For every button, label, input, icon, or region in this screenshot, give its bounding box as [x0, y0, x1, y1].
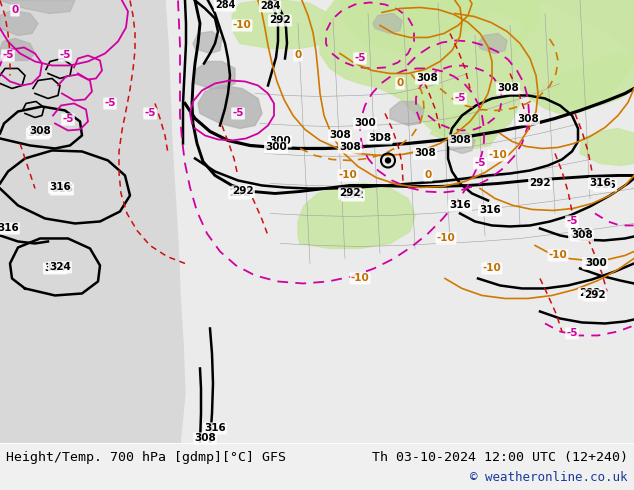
Text: 308: 308	[416, 74, 438, 83]
Text: 292: 292	[584, 291, 606, 300]
Text: -5: -5	[62, 115, 74, 124]
Text: 308: 308	[517, 115, 539, 124]
Text: 292: 292	[529, 178, 551, 189]
Text: 300: 300	[583, 258, 605, 269]
Text: 292: 292	[269, 16, 291, 25]
Text: -10: -10	[437, 233, 455, 244]
Text: 316: 316	[479, 205, 501, 216]
Text: 316: 316	[51, 184, 73, 195]
Text: 292: 292	[342, 191, 364, 200]
Circle shape	[385, 158, 391, 163]
Text: -5: -5	[145, 108, 156, 119]
Text: 316: 316	[204, 423, 226, 434]
Polygon shape	[320, 0, 540, 144]
Text: -10: -10	[482, 264, 501, 273]
Polygon shape	[340, 0, 460, 50]
Text: 300: 300	[269, 137, 291, 147]
Text: -5: -5	[454, 94, 466, 103]
Polygon shape	[390, 101, 424, 125]
Text: -5: -5	[3, 50, 14, 60]
Text: -5: -5	[566, 217, 578, 226]
Text: 308: 308	[194, 434, 216, 443]
Text: 0: 0	[11, 5, 18, 16]
Text: -5: -5	[474, 158, 486, 169]
Text: 324: 324	[49, 263, 71, 272]
Polygon shape	[232, 0, 335, 49]
Text: -10: -10	[339, 171, 358, 180]
Text: Height/Temp. 700 hPa [gdmp][°C] GFS: Height/Temp. 700 hPa [gdmp][°C] GFS	[6, 451, 286, 465]
Text: 308: 308	[339, 143, 361, 152]
Text: 300: 300	[585, 258, 607, 269]
Polygon shape	[198, 85, 262, 128]
Polygon shape	[0, 10, 38, 35]
Polygon shape	[0, 0, 185, 443]
Text: 308: 308	[29, 126, 51, 137]
Text: 316: 316	[449, 200, 471, 211]
Text: 300: 300	[265, 143, 287, 152]
Text: 308: 308	[497, 83, 519, 94]
Text: 292: 292	[579, 289, 601, 298]
Polygon shape	[540, 0, 634, 58]
Text: 316: 316	[594, 180, 616, 191]
Text: 316: 316	[49, 182, 71, 193]
Polygon shape	[480, 0, 634, 114]
Text: 308: 308	[414, 148, 436, 158]
Polygon shape	[193, 31, 222, 53]
Polygon shape	[580, 128, 634, 166]
Text: 292: 292	[232, 187, 254, 196]
Text: 284: 284	[215, 0, 235, 10]
Text: 284: 284	[260, 1, 280, 11]
Text: 292: 292	[229, 189, 251, 198]
Polygon shape	[478, 33, 507, 53]
Text: 324: 324	[44, 264, 66, 273]
Text: 308: 308	[27, 128, 49, 139]
Text: 0: 0	[424, 171, 432, 180]
Polygon shape	[0, 0, 75, 13]
Text: 300: 300	[354, 119, 376, 128]
Text: 316: 316	[0, 223, 19, 233]
Polygon shape	[298, 183, 415, 248]
Polygon shape	[0, 39, 35, 60]
Text: -5: -5	[566, 328, 578, 339]
Polygon shape	[430, 111, 498, 148]
Text: 308: 308	[449, 135, 471, 146]
Text: -5: -5	[232, 108, 243, 119]
Polygon shape	[447, 133, 475, 153]
Polygon shape	[373, 13, 402, 33]
Text: 308: 308	[571, 230, 593, 241]
Text: 0: 0	[294, 50, 302, 60]
Polygon shape	[538, 53, 634, 108]
Polygon shape	[194, 61, 235, 89]
Text: -10: -10	[351, 273, 370, 284]
Text: -10: -10	[489, 150, 507, 160]
Text: -10: -10	[548, 250, 567, 261]
Text: -10: -10	[233, 21, 251, 30]
Text: 292: 292	[339, 189, 361, 198]
Text: 3D8: 3D8	[368, 133, 392, 144]
Text: 308: 308	[329, 130, 351, 141]
Polygon shape	[380, 0, 490, 35]
Text: Th 03-10-2024 12:00 UTC (12+240): Th 03-10-2024 12:00 UTC (12+240)	[372, 451, 628, 465]
Text: 316: 316	[589, 178, 611, 189]
Text: -5: -5	[354, 53, 366, 64]
Text: 308: 308	[569, 228, 591, 239]
Text: 0: 0	[396, 78, 404, 89]
Text: -5: -5	[104, 98, 116, 108]
Text: -5: -5	[59, 50, 71, 60]
Text: © weatheronline.co.uk: © weatheronline.co.uk	[470, 471, 628, 485]
